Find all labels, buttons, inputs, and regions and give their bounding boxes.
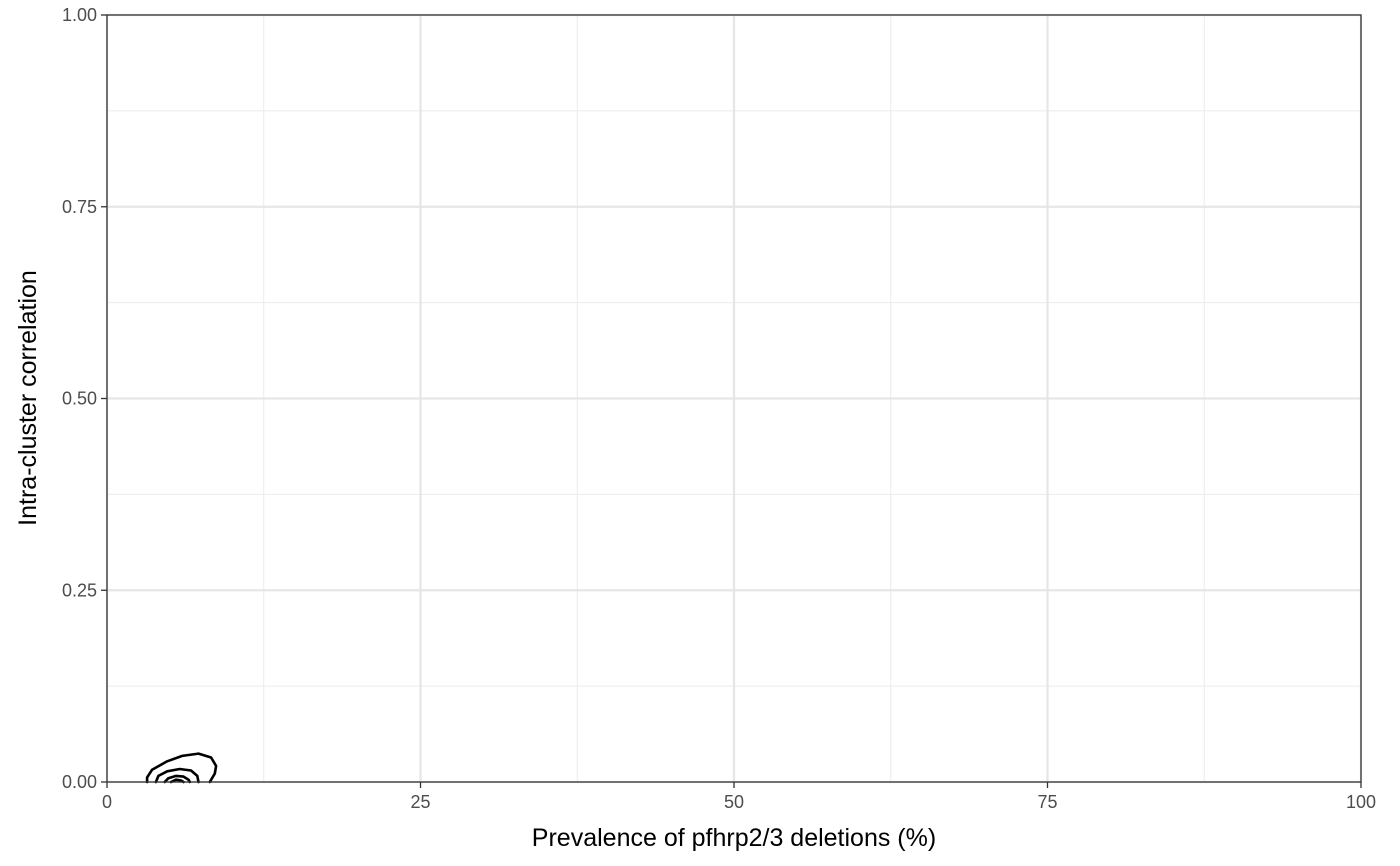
y-tick-label: 1.00 <box>62 5 97 25</box>
y-axis-title: Intra-cluster correlation <box>14 270 42 526</box>
contour-line <box>154 767 200 784</box>
plot-panel <box>105 13 1363 784</box>
contour-lines <box>145 752 218 784</box>
y-tick-label: 0.50 <box>62 389 97 409</box>
x-tick-label: 100 <box>1346 792 1376 812</box>
contour-line <box>145 752 218 784</box>
x-axis-title: Prevalence of pfhrp2/3 deletions (%) <box>532 824 936 852</box>
x-tick-label: 50 <box>724 792 744 812</box>
y-tick-label: 0.75 <box>62 197 97 217</box>
y-tick-label: 0.25 <box>62 580 97 600</box>
x-tick-label: 0 <box>102 792 112 812</box>
contour-line <box>169 778 185 784</box>
x-tick-label: 75 <box>1037 792 1057 812</box>
y-axis: 0.00 0.25 0.50 0.75 1.00 <box>62 5 107 792</box>
x-tick-label: 25 <box>410 792 430 812</box>
x-axis: 0 25 50 75 100 <box>102 782 1376 812</box>
y-tick-label: 0.00 <box>62 772 97 792</box>
contour-line <box>163 774 192 784</box>
